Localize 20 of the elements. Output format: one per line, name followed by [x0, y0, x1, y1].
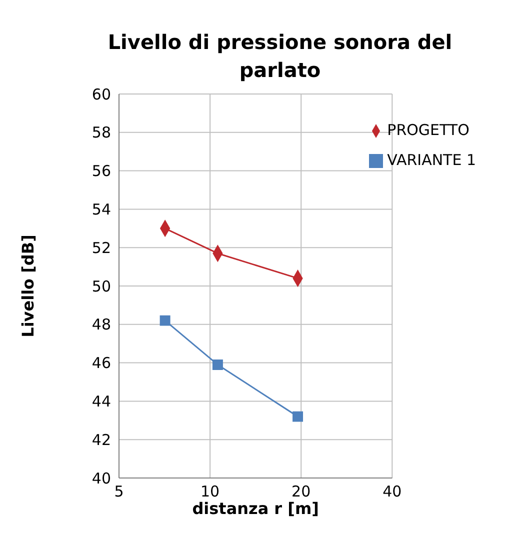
y-tick-label: 42: [92, 430, 111, 449]
y-tick-label: 54: [92, 200, 111, 219]
y-tick-label: 60: [92, 85, 111, 104]
y-tick-label: 56: [92, 162, 111, 180]
y-tick-label: 48: [92, 316, 111, 334]
y-tick-label: 50: [92, 277, 111, 296]
x-tick-label: 40: [382, 482, 402, 501]
x-tick-label: 10: [200, 482, 220, 501]
y-tick-label: 44: [92, 392, 111, 411]
x-axis-title: distanza r [m]: [192, 499, 319, 518]
x-tick-label: 5: [114, 482, 124, 501]
y-axis-title: Livello [dB]: [18, 234, 38, 338]
y-tick-label: 58: [92, 124, 111, 142]
y-tick-label: 40: [92, 469, 111, 488]
y-tick-label: 52: [92, 238, 111, 257]
legend-label: PROGETTO: [387, 121, 470, 139]
x-tick-label: 20: [292, 482, 311, 501]
chart-title: Livello di pressione sonora del parlato: [106, 29, 454, 84]
legend-label: VARIANTE 1: [387, 151, 476, 169]
y-tick-label: 46: [92, 354, 111, 372]
